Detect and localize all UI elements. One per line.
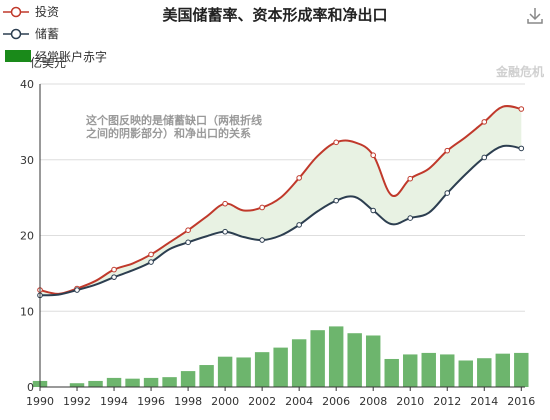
deficit-bar [69, 383, 85, 387]
deficit-bar [495, 353, 511, 387]
deficit-bar [236, 357, 251, 387]
deficit-bar [514, 352, 529, 387]
legend-item-deficit[interactable]: 经常账户赤字 [5, 49, 107, 64]
investment-point[interactable] [370, 152, 377, 159]
x-tick-label: 1996 [137, 395, 165, 408]
x-tick-label: 2014 [470, 395, 498, 408]
annotation-line-1: 这个图反映的是储蓄缺口（两根折线 [86, 113, 262, 127]
savings-point[interactable] [222, 228, 228, 235]
deficit-bar [217, 356, 233, 387]
deficit-bar [477, 358, 492, 387]
x-tick-label: 1990 [26, 395, 54, 408]
investment-point[interactable] [222, 200, 228, 207]
x-tick-label: 2016 [507, 395, 535, 408]
x-tick-label: 2002 [248, 395, 276, 408]
deficit-bar [365, 335, 381, 387]
deficit-bar [199, 365, 214, 387]
legend-deficit-swatch [5, 50, 31, 62]
legend-item-investment[interactable]: 投资 [3, 4, 59, 19]
legend: 投资 储蓄 经常账户赤字 [3, 4, 107, 64]
investment-point[interactable] [407, 175, 414, 182]
deficit-bar [180, 371, 196, 387]
legend-investment-marker [10, 6, 22, 18]
deficit-bar [106, 377, 122, 387]
legend-savings-marker [10, 28, 22, 40]
download-icon[interactable] [524, 5, 546, 27]
investment-point[interactable] [111, 266, 117, 273]
savings-point[interactable] [259, 237, 265, 243]
x-tick-label: 2004 [285, 395, 313, 408]
savings-point[interactable] [407, 215, 414, 221]
y-tick-label: 10 [20, 305, 34, 318]
deficit-bar [254, 352, 270, 387]
x-tick-label: 1994 [100, 395, 128, 408]
investment-point[interactable] [259, 204, 265, 211]
savings-point[interactable] [185, 239, 191, 246]
savings-point[interactable] [444, 190, 451, 196]
watermark-label: 金融危机 [495, 64, 544, 79]
investment-point[interactable] [518, 106, 525, 112]
deficit-bar [421, 352, 436, 387]
investment-point[interactable] [444, 147, 451, 154]
savings-gap-area [40, 106, 522, 296]
deficit-bar [125, 378, 140, 387]
legend-investment-label: 投资 [35, 4, 59, 19]
x-tick-label: 2008 [359, 395, 387, 408]
gridlines [40, 83, 525, 312]
y-tick-label: 20 [20, 230, 34, 243]
y-tick-label: 30 [20, 154, 34, 167]
annotation-line-2: 之间的阴影部分）和净出口的关系 [86, 126, 251, 140]
deficit-bar [328, 326, 344, 387]
deficit-bar [310, 330, 325, 387]
x-tick-label: 1992 [63, 395, 91, 408]
investment-point[interactable] [481, 119, 488, 125]
savings-point[interactable] [481, 154, 488, 161]
deficit-bar [384, 358, 399, 387]
y-tick-label: 0 [27, 381, 34, 394]
x-tick-label: 2006 [322, 395, 350, 408]
savings-point[interactable] [148, 259, 154, 265]
savings-point[interactable] [518, 145, 525, 152]
deficit-bar [403, 354, 418, 387]
x-tick-label: 2000 [211, 395, 239, 408]
x-tick-label: 1998 [174, 395, 202, 408]
legend-deficit-label: 经常账户赤字 [35, 49, 107, 64]
deficit-bar [347, 333, 362, 387]
legend-item-savings[interactable]: 储蓄 [3, 26, 59, 41]
investment-series-line [39, 105, 522, 295]
deficit-bar [273, 347, 288, 387]
deficit-bar [291, 339, 307, 387]
y-tick-label: 40 [20, 78, 34, 91]
y-axis-unit-label: 亿美元 [30, 55, 66, 70]
deficit-bar [88, 380, 103, 387]
legend-savings-label: 储蓄 [35, 26, 59, 41]
savings-point[interactable] [370, 207, 377, 214]
investment-point[interactable] [333, 139, 339, 146]
savings-point[interactable] [111, 274, 117, 280]
savings-point[interactable] [296, 222, 302, 228]
investment-point[interactable] [185, 227, 191, 233]
deficit-bars [32, 326, 529, 387]
x-tick-label: 2010 [396, 395, 424, 408]
axes: 0 10 20 30 40 1990 1992 1994 1996 1998 2000 2002 200… [20, 78, 535, 408]
x-tick-label: 2012 [433, 395, 461, 408]
deficit-bar [458, 360, 473, 387]
deficit-bar [143, 377, 159, 387]
deficit-bar [440, 354, 455, 387]
investment-point[interactable] [148, 251, 154, 258]
investment-point[interactable] [296, 175, 302, 181]
chart-title: 美国储蓄率、资本形成率和净出口 [162, 6, 387, 24]
savings-point[interactable] [74, 287, 80, 293]
deficit-bar [162, 377, 177, 387]
savings-point[interactable] [333, 197, 339, 204]
series-points [37, 106, 525, 299]
savings-series-line [39, 144, 522, 297]
